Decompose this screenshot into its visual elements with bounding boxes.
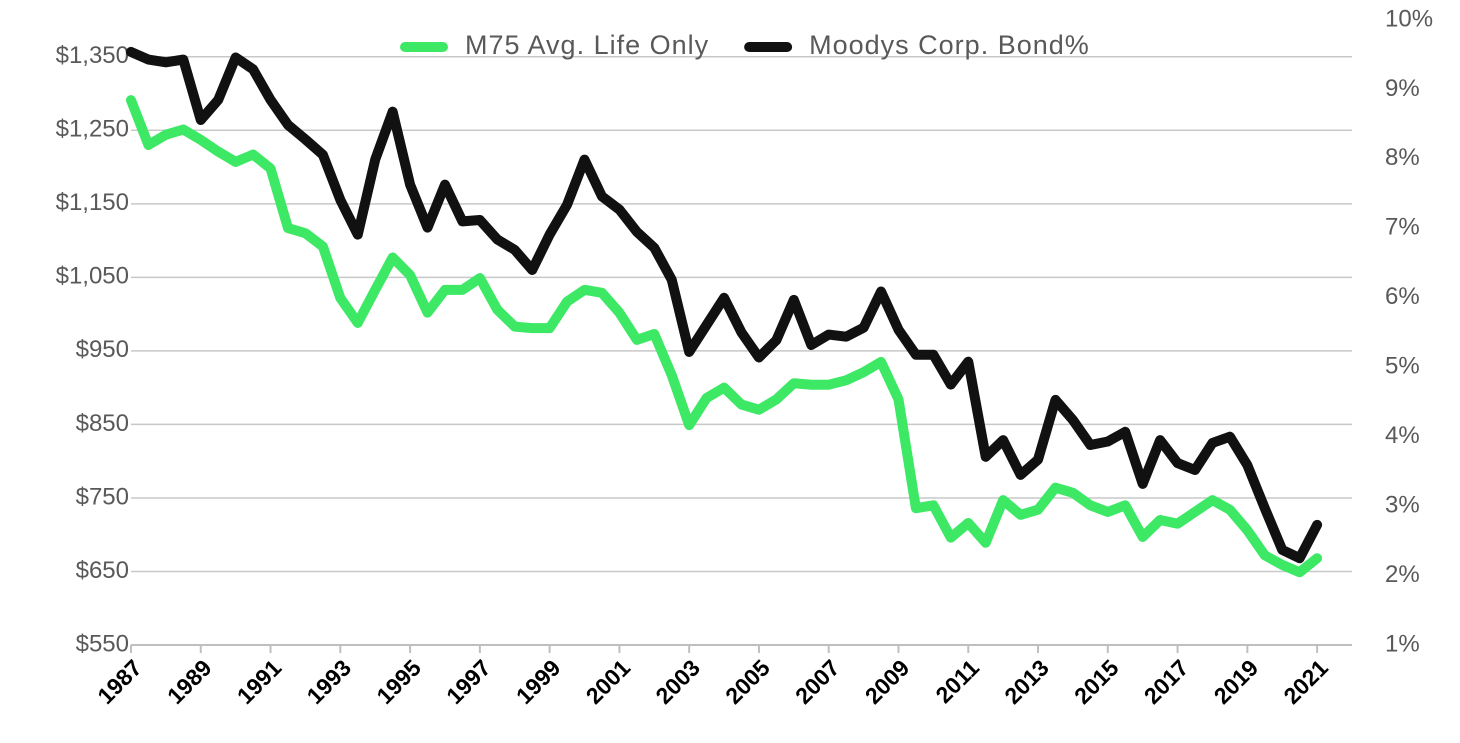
x-tick-label: 2009 xyxy=(860,654,915,709)
x-tick-label: 1991 xyxy=(232,654,287,709)
x-tick-label: 2017 xyxy=(1139,654,1194,709)
x-tick-label: 1995 xyxy=(371,654,426,709)
x-tick-label: 1999 xyxy=(511,654,566,709)
y2-tick-label: 6% xyxy=(1385,283,1420,310)
x-tick-label: 2007 xyxy=(790,654,845,709)
series-line xyxy=(126,95,1323,578)
x-tick-label: 2005 xyxy=(720,654,775,709)
y2-tick-label: 1% xyxy=(1385,630,1420,657)
y2-tick-label: 7% xyxy=(1385,214,1420,241)
y-tick-label: $950 xyxy=(76,336,129,363)
y-tick-label: $1,050 xyxy=(56,263,129,290)
x-tick-label: 2021 xyxy=(1278,654,1333,709)
y2-tick-label: 5% xyxy=(1385,353,1420,380)
y-tick-label: $1,250 xyxy=(56,116,129,143)
x-tick-label: 2019 xyxy=(1209,654,1264,709)
x-tick-label: 2011 xyxy=(930,654,984,708)
x-tick-label: 2015 xyxy=(1069,654,1124,709)
y-tick-label: $1,350 xyxy=(56,42,129,69)
legend-label: Moodys Corp. Bond% xyxy=(809,30,1090,60)
y-tick-label: $750 xyxy=(76,483,129,510)
y2-tick-label: 9% xyxy=(1385,75,1420,102)
y2-tick-label: 8% xyxy=(1385,144,1420,171)
y2-tick-label: 3% xyxy=(1385,491,1420,518)
y-tick-label: $1,150 xyxy=(56,189,129,216)
series-line xyxy=(126,46,1323,564)
y2-tick-label: 4% xyxy=(1385,422,1420,449)
x-tick-label: 2013 xyxy=(999,654,1054,709)
x-tick-label: 2003 xyxy=(650,654,705,709)
legend-label: M75 Avg. Life Only xyxy=(465,30,709,60)
x-tick-label: 1987 xyxy=(92,654,147,709)
y-tick-label: $650 xyxy=(76,557,129,584)
y-tick-label: $850 xyxy=(76,410,129,437)
y-tick-label: $550 xyxy=(76,630,129,657)
x-tick-label: 1989 xyxy=(162,654,217,709)
x-tick-label: 1993 xyxy=(302,654,357,709)
x-tick-label: 2001 xyxy=(581,654,636,709)
x-tick-label: 1997 xyxy=(441,654,496,709)
y2-tick-label: 10% xyxy=(1385,5,1433,32)
y2-tick-label: 2% xyxy=(1385,561,1420,588)
